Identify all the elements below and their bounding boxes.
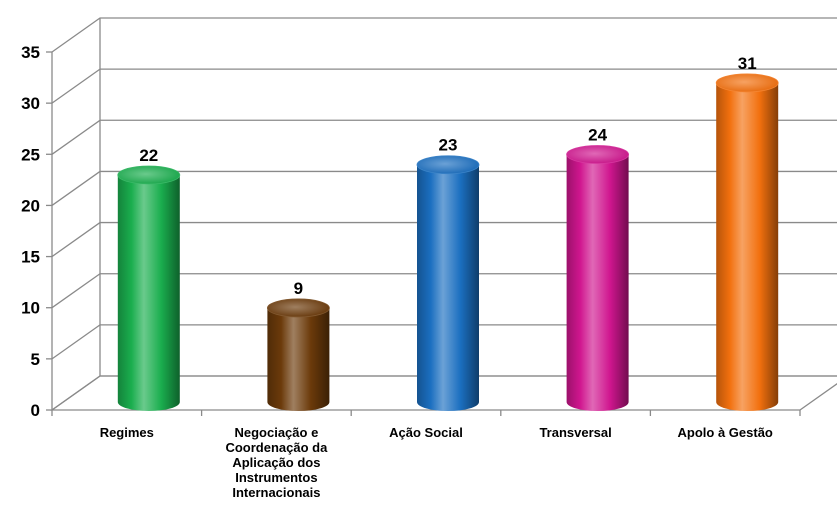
y-axis: 0 5 10 15 20 25 30 35 <box>21 18 101 420</box>
bar <box>715 73 779 412</box>
data-label: 9 <box>294 279 303 298</box>
category-label: Ação Social <box>389 425 463 440</box>
y-tick-label: 0 <box>31 401 40 420</box>
category-label: Transversal <box>539 425 611 440</box>
category-label: Negociação e Coordenação da Aplicação dos I… <box>225 425 328 500</box>
y-tick-label: 15 <box>21 248 40 267</box>
category-labels: Regimes Negociação e Coordenação da Aplicaç… <box>100 425 773 500</box>
category-label: Apolo à Gestão <box>678 425 773 440</box>
y-tick-label: 20 <box>21 196 40 215</box>
bar-body <box>566 154 629 411</box>
y-tick-label: 10 <box>21 299 40 318</box>
bar <box>266 298 330 411</box>
bar-top <box>715 73 779 93</box>
bar-top <box>566 145 629 164</box>
bar-body <box>417 164 479 411</box>
y-tick-label: 30 <box>21 94 40 113</box>
data-label: 24 <box>588 126 607 145</box>
x-axis <box>51 410 801 416</box>
bar-body <box>117 174 180 411</box>
data-label: 22 <box>139 146 158 165</box>
gridline <box>51 17 837 53</box>
bar <box>416 155 480 411</box>
bar-body <box>716 82 779 412</box>
category-label: Regimes <box>100 425 154 440</box>
y-tick-label: 35 <box>21 43 40 62</box>
bars <box>117 73 779 412</box>
bar-top <box>117 165 181 185</box>
bar-body <box>267 307 330 411</box>
data-labels: 22 9 23 24 31 <box>139 54 756 298</box>
bar <box>117 165 181 411</box>
data-label: 31 <box>738 54 757 73</box>
y-tick-label: 25 <box>21 145 40 164</box>
bar-top <box>266 298 330 318</box>
bar-top <box>416 155 480 175</box>
y-tick-label: 5 <box>31 350 40 369</box>
data-label: 23 <box>439 136 458 155</box>
bar <box>566 145 629 411</box>
